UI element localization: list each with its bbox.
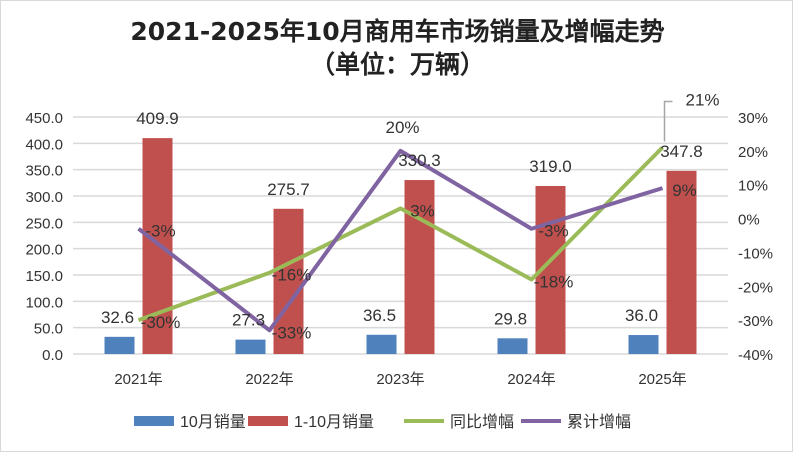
right-axis-tick: 20% (738, 144, 768, 161)
left-axis-tick: 0.0 (42, 347, 63, 364)
left-axis-tick: 150.0 (25, 268, 63, 285)
left-axis-tick: 50.0 (34, 321, 63, 338)
bar-data-label: 36.0 (625, 306, 658, 325)
bar-data-label: 36.5 (363, 306, 396, 325)
line-data-label: 20% (385, 118, 419, 137)
bar-data-label: 319.0 (529, 157, 572, 176)
left-axis-tick: 300.0 (25, 189, 63, 206)
legend-label: 同比增幅 (450, 413, 514, 431)
x-axis-tick: 2023年 (376, 371, 424, 388)
x-axis-tick: 2024年 (507, 371, 555, 388)
right-axis-tick: -20% (738, 279, 773, 296)
bar-monthly (236, 340, 266, 354)
right-axis-tick: 0% (738, 212, 760, 229)
right-axis-tick: 30% (738, 110, 768, 127)
line-series-cumulative (139, 151, 663, 330)
right-axis-tick: -40% (738, 347, 773, 364)
line-data-label: -16% (272, 266, 312, 285)
line-data-label: -3% (538, 222, 568, 241)
line-data-label: 3% (410, 201, 435, 220)
line-data-label: -18% (534, 273, 574, 292)
legend-label: 10月销量 (180, 413, 246, 431)
bar-data-label: 32.6 (101, 308, 134, 327)
line-series-yoy (139, 147, 663, 320)
line-data-label: 9% (672, 181, 697, 200)
right-axis-tick: -10% (738, 245, 773, 262)
legend-label: 1-10月销量 (294, 413, 374, 431)
x-axis-tick: 2022年 (245, 371, 293, 388)
left-axis-tick: 100.0 (25, 294, 63, 311)
bar-monthly (367, 335, 397, 354)
line-data-label: -3% (145, 222, 175, 241)
right-axis-tick: -30% (738, 313, 773, 330)
line-data-label: 21% (685, 90, 719, 109)
legend-swatch (248, 416, 288, 426)
right-axis-tick: 10% (738, 178, 768, 195)
line-data-label: -33% (272, 323, 312, 342)
left-axis-tick: 200.0 (25, 242, 63, 259)
left-axis-tick: 450.0 (25, 110, 63, 127)
bar-monthly (498, 338, 528, 354)
bar-monthly (105, 337, 135, 354)
legend-label: 累计增幅 (567, 413, 631, 431)
left-axis-tick: 400.0 (25, 136, 63, 153)
line-data-label: -30% (141, 313, 181, 332)
legend-swatch (134, 416, 174, 426)
bar-data-label: 330.3 (398, 151, 441, 170)
bar-data-label: 27.3 (232, 311, 265, 330)
bar-monthly (629, 335, 659, 354)
bar-data-label: 409.9 (136, 109, 179, 128)
leader-line (665, 101, 673, 141)
left-axis-tick: 250.0 (25, 215, 63, 232)
bar-data-label: 29.8 (494, 309, 527, 328)
left-axis-tick: 350.0 (25, 163, 63, 180)
bar-data-label: 275.7 (267, 180, 310, 199)
bar-data-label: 347.8 (660, 142, 703, 161)
x-axis-tick: 2021年 (114, 371, 162, 388)
x-axis-tick: 2025年 (638, 371, 686, 388)
